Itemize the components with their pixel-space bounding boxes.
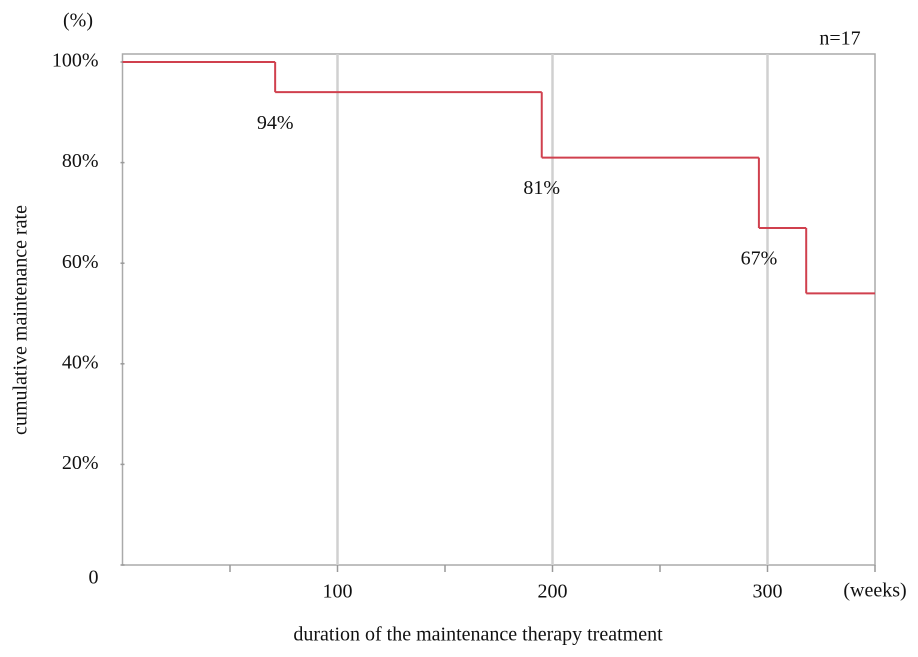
y-unit: (%)	[63, 10, 93, 32]
y-tick-label: 0	[89, 567, 99, 589]
y-tick-label: 20%	[62, 452, 99, 474]
value-label: 67%	[741, 248, 778, 270]
y-axis-label: cumulative maintenance rate	[10, 205, 32, 435]
plot-frame	[121, 53, 876, 566]
x-unit: (weeks)	[843, 580, 906, 602]
value-label: 81%	[523, 177, 560, 199]
y-tick-label: 40%	[62, 351, 99, 373]
annotation: n=17	[819, 28, 860, 50]
y-tick-label: 100%	[52, 50, 99, 72]
x-tick-label: 300	[753, 581, 783, 603]
value-label: 94%	[257, 112, 294, 134]
x-tick-label: 100	[323, 581, 353, 603]
y-tick-label: 80%	[62, 150, 99, 172]
x-tick-label: 200	[538, 581, 568, 603]
y-tick-label: 60%	[62, 251, 99, 273]
x-axis-label: duration of the maintenance therapy trea…	[293, 624, 663, 646]
